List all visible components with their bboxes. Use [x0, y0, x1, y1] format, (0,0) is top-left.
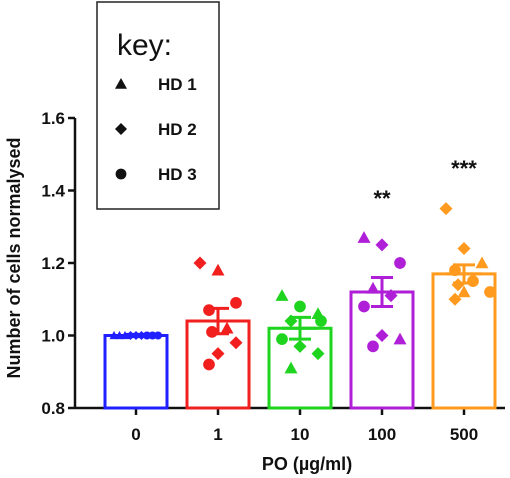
significance-label: **	[373, 186, 391, 211]
data-point	[467, 275, 479, 287]
data-point	[294, 300, 306, 313]
data-point	[193, 256, 207, 270]
legend: key: HD 1 HD 2 HD 3	[96, 1, 220, 210]
data-point	[375, 238, 389, 252]
data-point	[293, 339, 307, 353]
y-axis-title: Number of cells normalysed	[4, 137, 24, 378]
data-point	[475, 256, 489, 269]
x-tick-label: 0	[131, 425, 140, 444]
significance-labels: *****	[373, 156, 477, 211]
data-point	[358, 300, 370, 313]
data-point	[229, 336, 243, 350]
legend-title: key:	[117, 29, 172, 62]
y-tick-label: 0.8	[41, 399, 65, 418]
data-point	[375, 329, 389, 342]
data-point	[457, 285, 471, 298]
legend-label: HD 3	[158, 165, 197, 184]
x-tick-label: 100	[368, 425, 396, 444]
data-point	[311, 347, 325, 361]
data-point	[448, 292, 462, 306]
data-point	[275, 289, 289, 301]
data-points	[109, 202, 496, 374]
y-tick-label: 1.4	[41, 182, 65, 201]
data-point	[439, 202, 453, 216]
data-point	[367, 340, 379, 353]
error-bars	[118, 263, 482, 341]
x-tick-label: 1	[213, 425, 222, 444]
data-point	[206, 326, 218, 338]
data-point	[203, 358, 215, 371]
data-point	[394, 257, 406, 269]
y-tick-label: 1.0	[41, 327, 65, 346]
y-tick-label: 1.6	[41, 109, 65, 128]
bars	[103, 272, 497, 410]
data-point	[284, 361, 298, 374]
data-point	[203, 304, 215, 316]
x-axis-title: PO (µg/ml)	[262, 454, 352, 474]
data-point	[393, 332, 407, 345]
data-point	[211, 263, 225, 276]
data-point	[211, 347, 225, 361]
significance-label: ***	[451, 156, 477, 181]
legend-label: HD 1	[158, 75, 197, 94]
data-point	[315, 315, 327, 327]
x-tick-label: 10	[291, 425, 310, 444]
legend-label: HD 2	[158, 120, 197, 139]
y-tick-label: 1.2	[41, 254, 65, 273]
bar	[103, 334, 169, 410]
legend-marker	[115, 78, 127, 89]
legend-entries: HD 1 HD 2 HD 3	[115, 75, 197, 184]
data-point	[276, 333, 288, 345]
legend-marker	[115, 123, 127, 135]
data-point	[220, 321, 234, 334]
data-point	[457, 242, 471, 255]
legend-marker	[115, 168, 127, 180]
x-tick-label: 500	[450, 425, 478, 444]
bar	[185, 319, 251, 410]
data-point	[153, 331, 163, 340]
data-point	[230, 297, 242, 309]
data-point	[484, 286, 496, 298]
data-point	[357, 231, 371, 243]
